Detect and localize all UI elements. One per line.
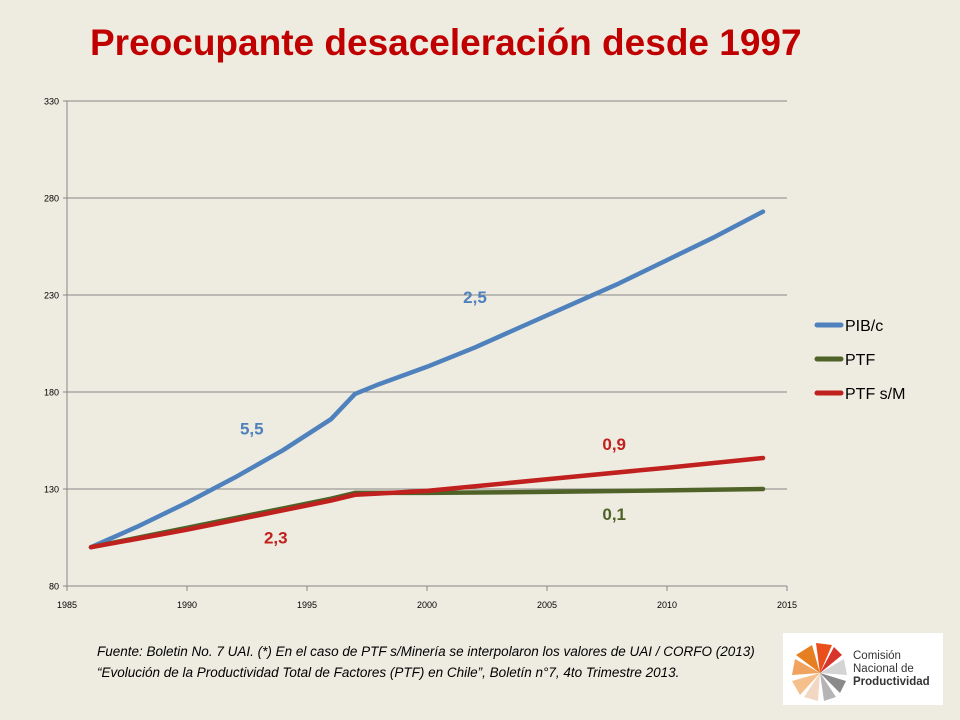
x-tick-label-1990: 1990 xyxy=(177,600,197,610)
y-tick-label-230: 230 xyxy=(44,291,59,301)
legend-label-0: PIB/c xyxy=(845,318,883,335)
data-label-3: 0,9 xyxy=(602,435,626,454)
series-line-0 xyxy=(88,209,766,550)
legend-label-2: PTF s/M xyxy=(845,386,905,403)
chart-legend: PIB/c PTF PTF s/M xyxy=(814,318,905,403)
y-tick-label-180: 180 xyxy=(44,388,59,398)
data-label-1: 2,5 xyxy=(463,288,487,307)
x-tick-label-2000: 2000 xyxy=(417,600,437,610)
source-note: Fuente: Boletin No. 7 UAI. (*) En el cas… xyxy=(97,644,755,680)
data-label-4: 0,1 xyxy=(602,505,626,524)
logo-mark-icon xyxy=(792,643,847,701)
y-tick-label-130: 130 xyxy=(44,485,59,495)
legend-label-1: PTF xyxy=(845,352,875,369)
x-tick-label-2005: 2005 xyxy=(537,600,557,610)
x-tick-label-1985: 1985 xyxy=(57,600,77,610)
data-label-2: 2,3 xyxy=(264,528,288,547)
y-tick-label-80: 80 xyxy=(49,582,59,592)
x-tick-label-1995: 1995 xyxy=(297,600,317,610)
logo-line-1: Comisión xyxy=(853,650,901,662)
chart-grid xyxy=(67,100,787,490)
logo-line-3: Productividad xyxy=(853,676,930,688)
page-title: Preocupante desaceleración desde 1997 xyxy=(90,22,802,63)
chart-series xyxy=(88,209,766,550)
chart-annotations: 5,5 2,5 2,3 0,9 0,1 xyxy=(240,288,626,548)
x-tick-label-2010: 2010 xyxy=(657,600,677,610)
y-tick-label-280: 280 xyxy=(44,194,59,204)
logo: Comisión Nacional de Productividad xyxy=(783,633,943,705)
data-label-0: 5,5 xyxy=(240,420,264,439)
logo-text: Comisión Nacional de Productividad xyxy=(853,650,930,689)
y-tick-label-330: 330 xyxy=(44,97,59,107)
x-tick-label-2015: 2015 xyxy=(777,600,797,610)
chart-axes: 80 130 180 230 280 330 1985 1990 1995 2000 2005 201… xyxy=(44,97,797,611)
logo-line-2: Nacional de xyxy=(853,663,914,675)
series-line-2 xyxy=(88,455,766,550)
